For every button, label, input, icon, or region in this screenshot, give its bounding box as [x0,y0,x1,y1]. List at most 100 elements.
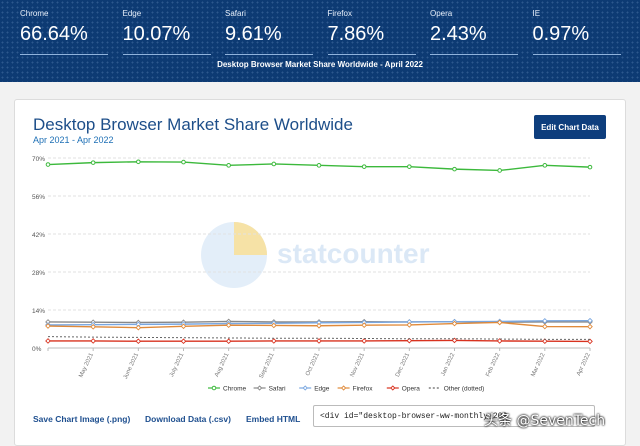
stat-name: Chrome [20,9,49,18]
chart-subtitle: Apr 2021 - Apr 2022 [33,135,114,145]
point-chrome [542,163,548,168]
point-chrome [90,160,96,165]
banner-map-background [0,0,640,82]
x-tick-label: Apr 2022 [576,352,592,377]
point-firefox [180,323,187,330]
point-chrome [136,159,141,165]
watermark-text: statcounter [277,238,430,269]
legend-label: Other (dotted) [444,386,484,393]
point-chrome [452,166,457,172]
x-tick-label: Oct 2021 [305,352,321,377]
stat-value: 10.07% [122,23,191,45]
point-firefox [135,324,142,331]
download-data-link[interactable]: Download Data (.csv) [145,414,231,424]
point-chrome [587,164,593,170]
point-opera [270,338,277,344]
point-opera [541,338,548,345]
legend-label: Edge [314,386,330,393]
point-firefox [225,322,232,329]
point-opera [406,337,413,344]
y-tick-label: 42% [32,232,45,239]
point-opera [90,338,97,344]
legend-item-opera: Opera [386,385,420,393]
point-firefox [496,319,503,326]
point-firefox [406,322,413,328]
x-tick-label: Jan 2022 [440,352,456,378]
point-chrome [361,164,367,169]
line-chart: statcounter 0% 14% 28% 42% 56% 70% May 2021 June… [32,156,593,393]
x-tick-label: Feb 2022 [485,352,501,378]
y-tick-label: 28% [32,270,45,277]
watermark-logo-slice [234,222,267,255]
y-tick-label: 0% [32,346,42,353]
legend-label: Chrome [223,386,247,393]
point-firefox [361,322,368,329]
point-chrome [45,162,51,167]
embed-html-input[interactable] [313,405,595,427]
legend-item-chrome: Chrome [208,386,247,393]
point-opera [45,338,51,344]
point-opera [451,337,458,344]
stat-name: IE [532,9,541,18]
point-firefox [587,323,593,330]
stat-underline [122,54,211,55]
point-firefox [45,323,51,329]
point-opera [496,338,503,344]
legend-label: Firefox [353,386,374,393]
stat-underline [225,54,313,55]
point-firefox [541,323,548,330]
point-chrome [497,168,502,173]
point-firefox [90,323,97,330]
x-tick-label: Aug 2021 [214,352,231,378]
x-tick-label: June 2021 [123,352,141,381]
legend-item-other-dotted: Other (dotted) [428,386,484,393]
point-chrome [271,161,277,167]
legend-swatch-marker [390,385,396,391]
x-tick-label: Nov 2021 [350,352,367,378]
stat-value: 9.61% [225,23,282,45]
legend-label: Safari [269,386,286,393]
stat-firefox: Firefox 7.86% [327,9,424,55]
legend-item-edge: Edge [299,385,330,393]
embed-html-label: Embed HTML [246,414,301,424]
stat-underline [20,54,108,55]
stat-underline [430,54,518,55]
edit-chart-data-button[interactable]: Edit Chart Data [534,115,606,139]
stat-name: Edge [122,9,142,18]
legend-swatch-marker [302,385,308,391]
stat-opera: Opera 2.43% [430,9,526,55]
chart-title: Desktop Browser Market Share Worldwide [33,115,353,134]
y-tick-label: 14% [32,308,45,315]
stat-chrome: Chrome 66.64% [20,9,116,55]
x-tick-label: Dec 2021 [395,352,412,378]
stat-ie: IE 0.97% [532,9,629,55]
point-chrome [407,164,412,169]
x-tick-label: Mar 2022 [530,352,546,378]
legend-item-safari: Safari [253,385,286,393]
point-firefox [270,322,277,329]
point-firefox [451,320,458,327]
point-edge [587,317,593,324]
x-tick-label: July 2021 [169,352,186,378]
point-opera [180,338,187,345]
legend-swatch-marker [211,385,217,391]
y-tick-label: 56% [32,194,45,201]
stat-value: 0.97% [532,23,590,45]
stat-name: Safari [225,9,246,18]
stat-value: 7.86% [327,23,385,45]
statcounter-watermark: statcounter [201,222,430,288]
point-opera [135,338,142,345]
stat-underline [327,54,416,55]
save-chart-image-link[interactable]: Save Chart Image (.png) [33,414,131,424]
point-opera [225,338,232,345]
legend-swatch-marker [340,385,347,391]
point-opera [587,338,593,345]
stat-safari: Safari 9.61% [225,9,321,55]
point-opera [316,338,322,344]
legend-label: Opera [402,386,420,393]
stat-value: 66.64% [20,23,88,45]
y-tick-label: 70% [32,156,45,163]
point-edge [541,318,548,324]
stat-value: 2.43% [430,23,487,45]
point-opera [361,338,368,344]
